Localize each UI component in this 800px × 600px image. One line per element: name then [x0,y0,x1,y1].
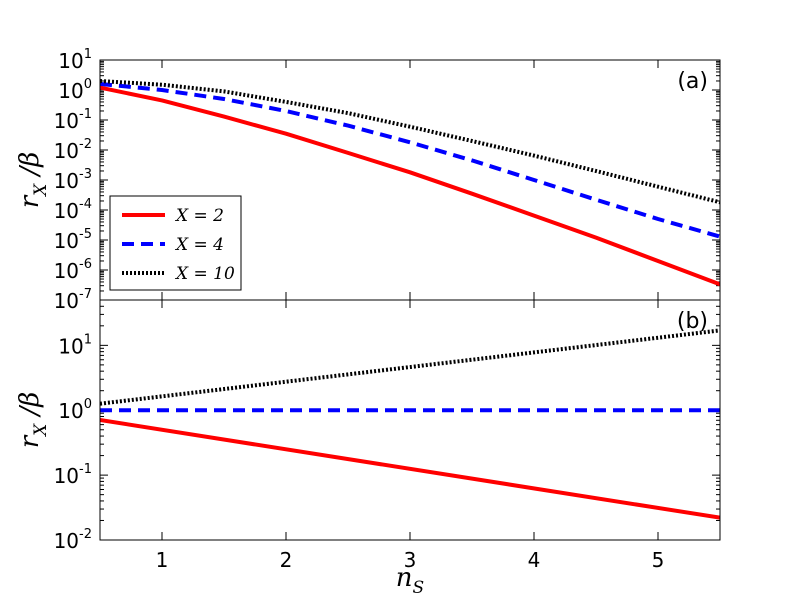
y-tick-label: 10-2 [54,527,92,553]
y-axis-label: rX /β [15,152,51,209]
x-tick-label: 4 [528,548,541,572]
panel-b: 10-2 10-1 100 101 1 2 3 4 5 (b) rX /β nS [15,299,721,598]
y-tick-label: 101 [58,332,92,358]
series-line [100,328,720,406]
x-tick-label: 2 [280,548,293,572]
y-tick-label: 10-1 [54,107,92,133]
minor-ticks [100,305,720,521]
x-axis-label: nS [396,563,424,598]
y-tick-label: 10-1 [54,462,92,488]
series-group [100,328,720,520]
legend: X = 2 X = 4 X = 10 [109,195,242,291]
x-tick-label: 1 [156,548,169,572]
series-line [100,85,720,287]
x-tick-label: 5 [652,548,665,572]
series-line [100,79,720,205]
series-group [100,79,720,287]
legend-entry: X = 10 [174,264,235,284]
y-tick-label: 10-4 [54,197,92,223]
y-tick-label: 10-3 [54,167,92,193]
y-tick-label: 100 [58,397,92,423]
y-tick-label: 101 [58,47,92,73]
y-axis-label: rX /β [15,392,51,449]
y-tick-label: 10-6 [54,257,92,283]
plot-frame [99,299,721,541]
series-line [100,418,720,520]
panel-a: 10-7 10-6 10-5 10-4 10-3 10-2 10-1 100 101 (a) rX … [15,47,721,313]
y-tick-label: 10-2 [54,137,92,163]
panel-label: (b) [677,309,708,334]
x-tick-label: 3 [404,548,417,572]
legend-entry: X = 4 [174,235,224,255]
legend-entry: X = 2 [174,206,224,226]
y-tick-label: 10-5 [54,227,92,253]
minor-ticks [100,60,720,292]
y-tick-label: 100 [58,77,92,103]
y-tick-label: 10-7 [54,287,92,313]
panel-label: (a) [677,69,708,94]
series-line [100,81,720,239]
